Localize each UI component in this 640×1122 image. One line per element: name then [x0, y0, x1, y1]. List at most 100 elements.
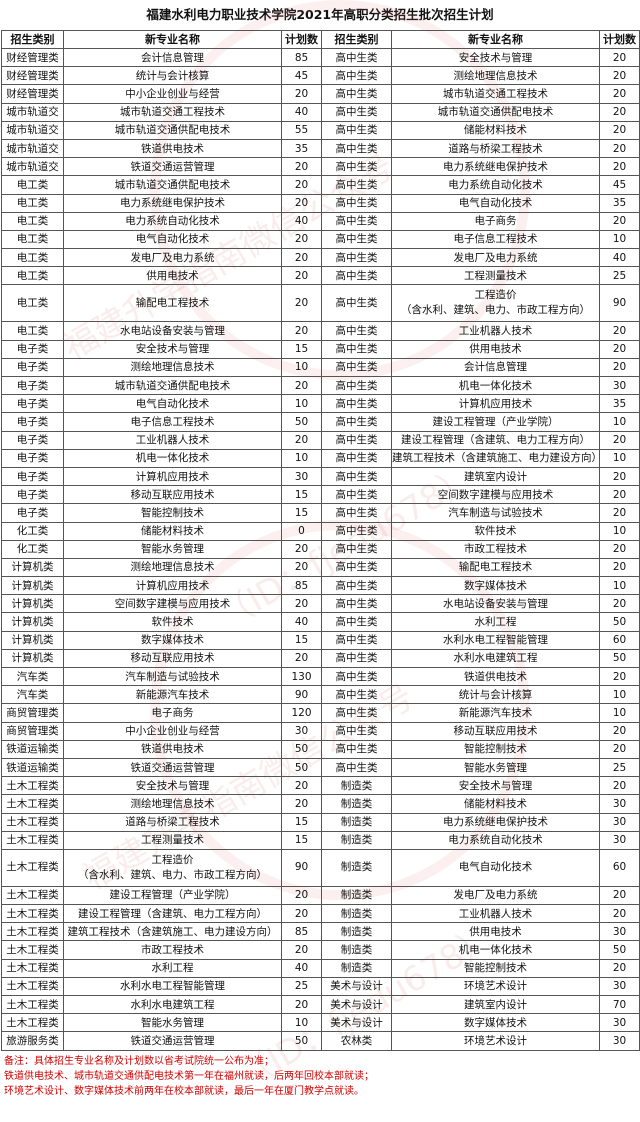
- quota-left-cell: 85: [281, 576, 322, 596]
- table-row: 计算机类 移动互联应用技术 20 高中生类 水利水电建筑工程 50: [1, 648, 640, 669]
- table-row: 电工类 水电站设备安装与管理 20 高中生类 工业机器人技术 20: [1, 321, 640, 341]
- category-left-cell: 旅游服务类: [1, 1031, 64, 1051]
- quota-left-cell: 120: [281, 703, 322, 723]
- quota-right-cell: 20: [599, 211, 640, 231]
- category-right-cell: 美术与设计: [321, 976, 392, 997]
- major-right-cell: 新能源汽车技术: [391, 703, 600, 723]
- major-left-cell: 电子商务: [63, 703, 282, 723]
- category-left-cell: 电工类: [1, 248, 64, 268]
- quota-right-cell: 20: [599, 321, 640, 341]
- category-right-cell: 高中生类: [321, 648, 392, 669]
- quota-left-cell: 20: [281, 375, 322, 396]
- quota-left-cell: 20: [281, 648, 322, 669]
- major-right-cell: 工业机器人技术: [391, 321, 600, 341]
- major-left-cell: 智能控制技术: [63, 503, 282, 523]
- quota-right-cell: 20: [599, 958, 640, 978]
- major-right-cell: 电力系统自动化技术: [391, 830, 600, 850]
- category-right-cell: 高中生类: [321, 102, 392, 122]
- category-left-cell: 汽车类: [1, 685, 64, 705]
- table-row: 计算机类 空间数字建模与应用技术 20 高中生类 水电站设备安装与管理 20: [1, 594, 640, 614]
- quota-right-cell: 50: [599, 648, 640, 669]
- major-left-cell: 空间数字建模与应用技术: [63, 594, 282, 614]
- table-row: 土木工程类 建设工程管理（产业学院） 20 制造类 发电厂及电力系统 20: [1, 885, 640, 906]
- major-right-cell: 电力系统继电保护技术: [391, 157, 600, 177]
- table-row: 财经管理类 中小企业创业与经营 20 高中生类 城市轨道交通工程技术 20: [1, 84, 640, 104]
- category-right-cell: 高中生类: [321, 412, 392, 432]
- quota-right-cell: 45: [599, 175, 640, 195]
- quota-right-cell: 90: [599, 284, 640, 323]
- quota-left-cell: 20: [281, 84, 322, 104]
- table-row: 土木工程类 建设工程管理（含建筑、电力工程方向） 20 制造类 工业机器人技术 20: [1, 904, 640, 924]
- major-right-cell: 工业机器人技术: [391, 904, 600, 924]
- major-left-cell: 计算机应用技术: [63, 466, 282, 487]
- table-header-row: 招生类别 新专业名称 计划数 招生类别 新专业名称 计划数: [1, 30, 640, 49]
- quota-left-cell: 130: [281, 666, 322, 687]
- category-left-cell: 计算机类: [1, 576, 64, 596]
- quota-left-cell: 15: [281, 630, 322, 650]
- table-row: 土木工程类 市政工程技术 20 制造类 机电一体化技术 50: [1, 940, 640, 960]
- category-right-cell: 高中生类: [321, 666, 392, 687]
- quota-left-cell: 15: [281, 830, 322, 850]
- quota-right-cell: 20: [599, 739, 640, 759]
- quota-left-cell: 20: [281, 557, 322, 578]
- quota-left-cell: 10: [281, 394, 322, 414]
- category-left-cell: 电工类: [1, 175, 64, 195]
- major-right-cell: 空间数字建模与应用技术: [391, 485, 600, 505]
- major-right-cell: 会计信息管理: [391, 357, 600, 378]
- major-right-cell: 输配电工程技术: [391, 557, 600, 578]
- major-right-cell: 水利水电建筑工程: [391, 648, 600, 669]
- category-left-cell: 电子类: [1, 503, 64, 523]
- category-left-cell: 土木工程类: [1, 776, 64, 796]
- quota-left-cell: 20: [281, 994, 322, 1015]
- table-row: 土木工程类 建筑工程技术（含建筑施工、电力建设方向） 85 制造类 供用电技术 30: [1, 922, 640, 942]
- quota-right-cell: 30: [599, 922, 640, 942]
- quota-left-cell: 20: [281, 904, 322, 924]
- major-left-cell: 电子信息工程技术: [63, 412, 282, 432]
- category-left-cell: 电工类: [1, 229, 64, 250]
- table-row: 电子类 测绘地理信息技术 10 高中生类 会计信息管理 20: [1, 357, 640, 378]
- quota-left-cell: 25: [281, 976, 322, 997]
- table-row: 电子类 城市轨道交通供配电技术 20 高中生类 机电一体化技术 30: [1, 375, 640, 396]
- category-left-cell: 土木工程类: [1, 958, 64, 978]
- major-right-cell: 建筑室内设计: [391, 466, 600, 487]
- category-left-cell: 土木工程类: [1, 885, 64, 906]
- table-row: 城市轨道交 城市轨道交通工程技术 40 高中生类 城市轨道交通供配电技术 20: [1, 102, 640, 122]
- major-left-cell: 移动互联应用技术: [63, 648, 282, 669]
- category-right-cell: 高中生类: [321, 138, 392, 159]
- header-quota-right: 计划数: [599, 30, 640, 49]
- major-right-cell: 水电站设备安装与管理: [391, 594, 600, 614]
- table-row: 计算机类 数字媒体技术 15 高中生类 水利水电工程智能管理 60: [1, 630, 640, 650]
- quota-left-cell: 20: [281, 539, 322, 559]
- major-left-cell: 铁道供电技术: [63, 739, 282, 759]
- category-right-cell: 农林类: [321, 1031, 392, 1051]
- major-right-cell: 机电一体化技术: [391, 940, 600, 960]
- table-row: 电子类 机电一体化技术 10 高中生类 建筑工程技术（含建筑施工、电力建设方向） 10: [1, 448, 640, 468]
- category-left-cell: 城市轨道交: [1, 138, 64, 159]
- quota-right-cell: 30: [599, 375, 640, 396]
- major-left-cell: 安全技术与管理: [63, 339, 282, 359]
- category-right-cell: 高中生类: [321, 248, 392, 268]
- quota-left-cell: 50: [281, 1031, 322, 1051]
- category-left-cell: 电子类: [1, 394, 64, 414]
- category-right-cell: 高中生类: [321, 757, 392, 778]
- table-row: 计算机类 计算机应用技术 85 高中生类 数字媒体技术 10: [1, 576, 640, 596]
- quota-right-cell: 40: [599, 248, 640, 268]
- table-row: 财经管理类 统计与会计核算 45 高中生类 测绘地理信息技术 20: [1, 66, 640, 86]
- major-left-cell: 中小企业创业与经营: [63, 84, 282, 104]
- quota-left-cell: 40: [281, 211, 322, 231]
- major-right-cell: 储能材料技术: [391, 120, 600, 140]
- major-right-cell: 发电厂及电力系统: [391, 248, 600, 268]
- category-right-cell: 制造类: [321, 940, 392, 960]
- category-right-cell: 美术与设计: [321, 1013, 392, 1033]
- category-left-cell: 电子类: [1, 375, 64, 396]
- major-left-cell: 计算机应用技术: [63, 576, 282, 596]
- table-row: 城市轨道交 城市轨道交通供配电技术 55 高中生类 储能材料技术 20: [1, 120, 640, 140]
- major-left-cell: 建筑工程技术（含建筑施工、电力建设方向）: [63, 922, 282, 942]
- major-right-cell: 安全技术与管理: [391, 776, 600, 796]
- header-category-right: 招生类别: [321, 30, 392, 49]
- quota-left-cell: 15: [281, 339, 322, 359]
- category-right-cell: 高中生类: [321, 66, 392, 86]
- category-right-cell: 制造类: [321, 848, 392, 887]
- category-left-cell: 计算机类: [1, 612, 64, 632]
- major-right-cell: 工程测量技术: [391, 266, 600, 286]
